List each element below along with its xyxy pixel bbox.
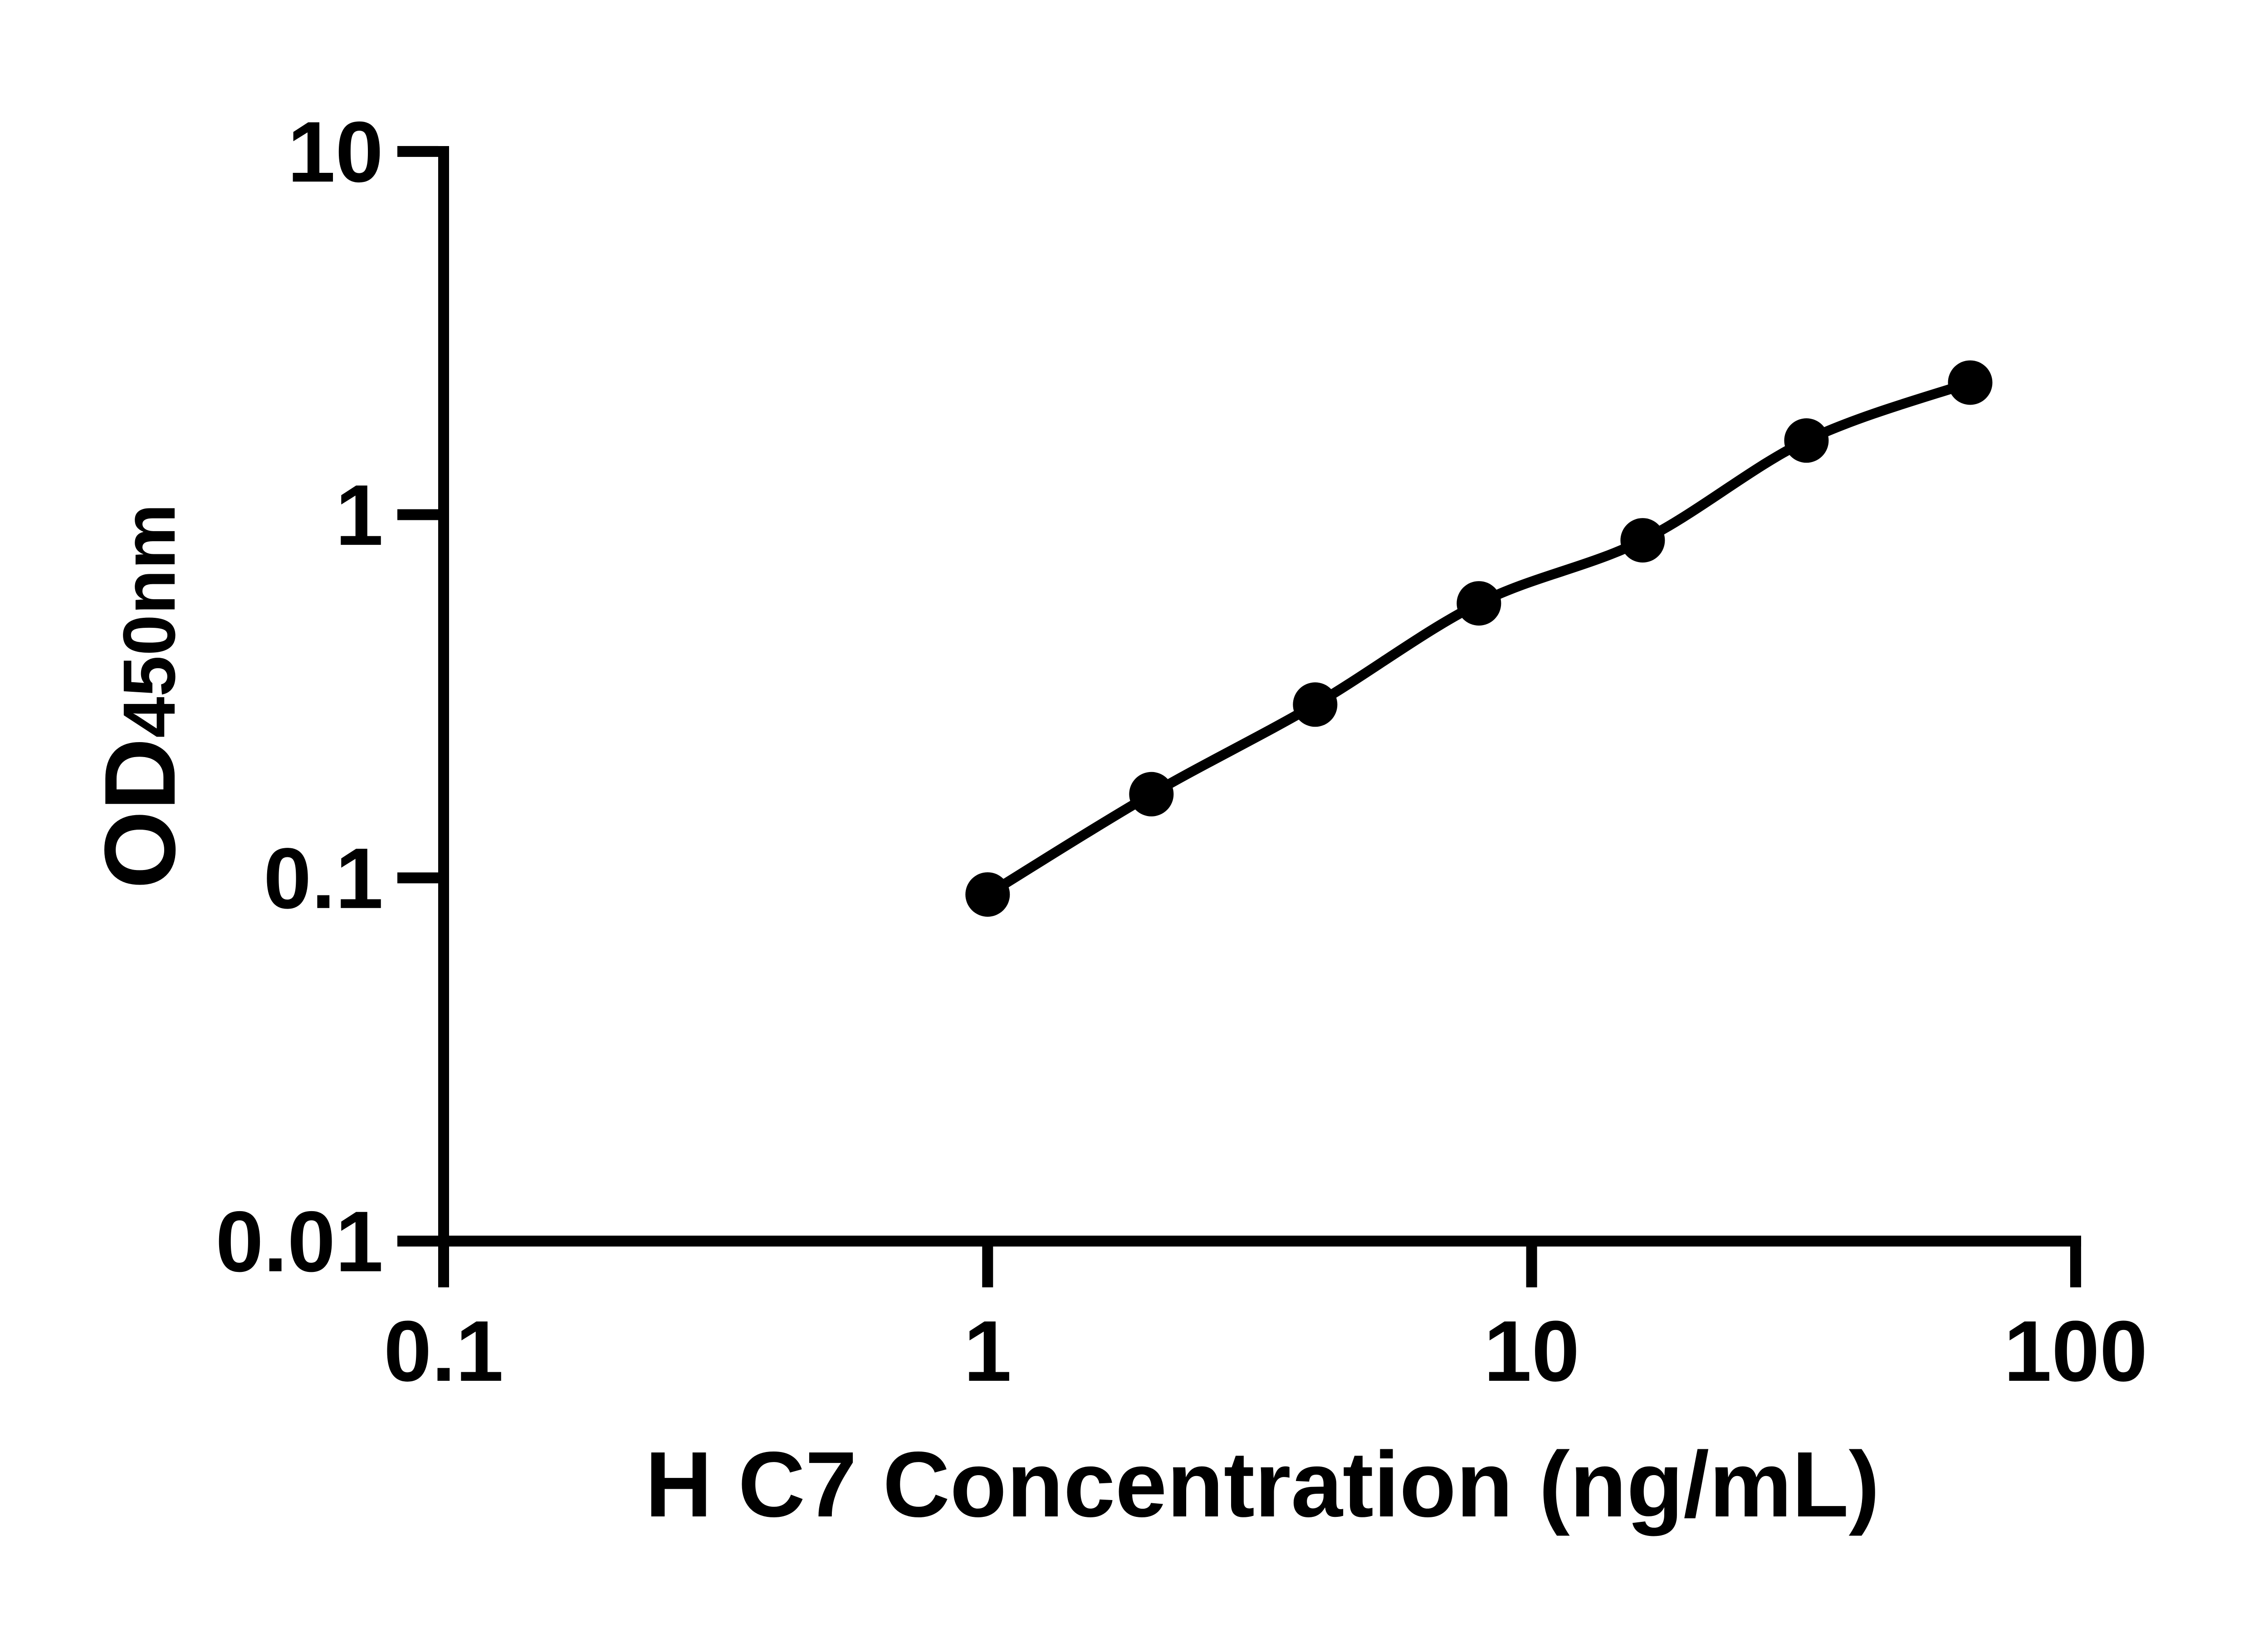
- y-axis-line: [438, 146, 449, 1247]
- y-axis-title-prefix: OD: [84, 738, 196, 889]
- y-axis-title-subscript: 450nm: [108, 504, 191, 738]
- y-tick: [397, 872, 438, 884]
- y-tick: [397, 1236, 438, 1247]
- x-tick: [438, 1247, 449, 1287]
- x-tick: [1526, 1247, 1537, 1287]
- x-tick-label: 0.1: [384, 1303, 503, 1399]
- y-axis-title: OD450nm: [84, 504, 196, 889]
- y-tick: [397, 146, 438, 157]
- standard-curve-line: [985, 378, 1972, 899]
- x-tick-label: 100: [2004, 1303, 2147, 1399]
- y-tick: [397, 509, 438, 520]
- x-tick-label: 10: [1484, 1303, 1579, 1399]
- x-axis-title: H C7 Concentration (ng/mL): [645, 1433, 1880, 1536]
- data-point: [1129, 772, 1174, 816]
- x-tick: [982, 1247, 993, 1287]
- y-tick-label: 0.01: [215, 1194, 383, 1290]
- y-tick-label: 0.1: [264, 831, 383, 927]
- x-axis-line: [438, 1236, 2081, 1247]
- y-tick-label: 1: [335, 467, 383, 563]
- data-point: [1784, 418, 1829, 463]
- x-tick: [2070, 1247, 2081, 1287]
- data-point: [1948, 360, 1993, 405]
- data-point: [1293, 682, 1338, 727]
- data-point: [965, 872, 1010, 917]
- data-point: [1457, 581, 1501, 626]
- data-point: [1620, 518, 1665, 563]
- y-tick-label: 10: [288, 104, 383, 200]
- x-tick-label: 1: [963, 1303, 1012, 1399]
